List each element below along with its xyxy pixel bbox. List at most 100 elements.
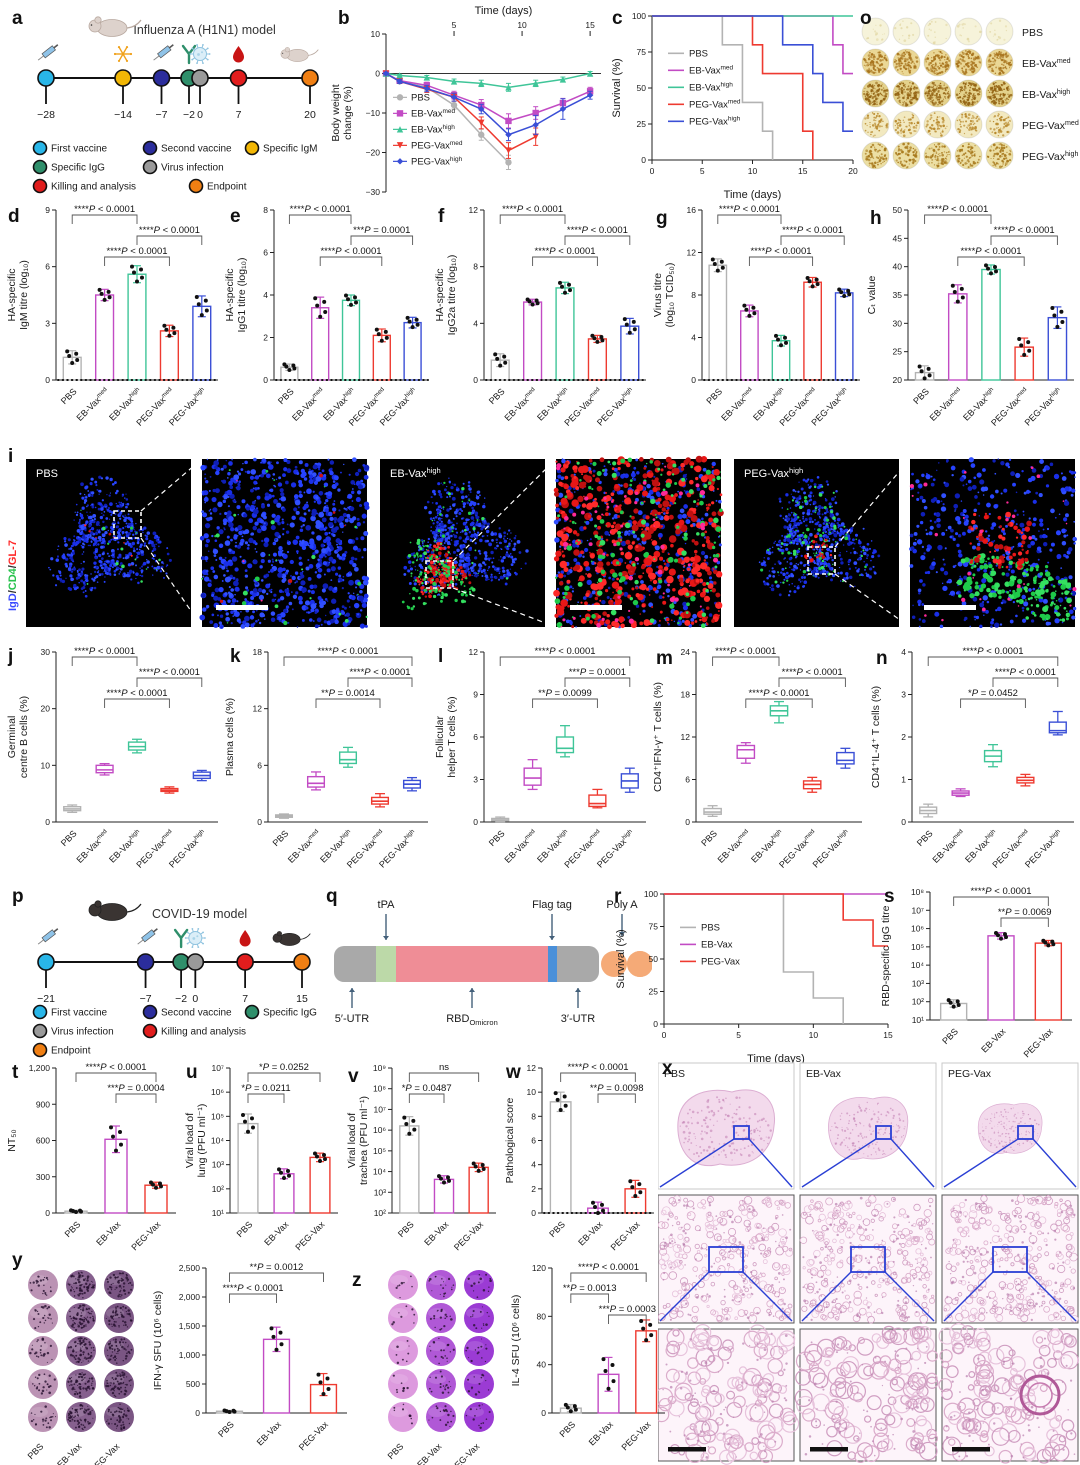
chart-f: 0 4 8 12 HA-specific IgG2a titre (log₁₀) PBSEB… [434,204,647,428]
svg-text:Time (days): Time (days) [724,189,782,201]
panel-z-wells: PBS EB-Vax PEG-Vax [378,1262,510,1465]
svg-text:−20: −20 [366,148,381,158]
svg-text:PBS: PBS [689,48,708,59]
svg-text:EB-Vaxmed: EB-Vaxmed [411,108,456,120]
panel-letter-c: c [612,8,623,29]
panel-letter-h: h [870,208,882,229]
timeline-a: Influenza A (H1N1) model −28 −14 −7 −2 0 7 20 Fi… [32,16,319,194]
svg-text:****P < 0.0001: ****P < 0.0001 [290,204,351,215]
panel-b-bodyweight: Time (days) 5 10 15 10 0 −10 −20 −30 Body weight c… [328,0,613,202]
svg-text:0: 0 [263,375,268,385]
svg-text:−30: −30 [366,187,381,197]
wells-z: PBS EB-Vax PEG-Vax [386,1270,494,1465]
panel-letter-d: d [8,206,20,227]
panel-letter-s: s [884,886,895,907]
syringe-icon [37,928,59,945]
panel-i-microscopy: IgD/CD4/GL-7 PBS EB-Vaxhigh PEG-Vaxhigh [0,443,1080,643]
svg-text:HA-specific: HA-specific [434,268,446,321]
svg-text:***P = 0.0001: ***P = 0.0001 [353,225,410,236]
svg-text:15: 15 [585,20,595,30]
svg-text:PBS: PBS [704,386,724,406]
svg-text:12: 12 [469,205,479,215]
histology-x: PBS EB-Vax PEG-Vax [653,1062,1079,1465]
svg-text:change (%): change (%) [342,86,354,140]
svg-text:8: 8 [263,205,268,215]
svg-text:****P < 0.0001: ****P < 0.0001 [74,204,135,215]
svg-text:16: 16 [687,205,697,215]
svg-text:8: 8 [691,290,696,300]
panel-letter-n: n [876,648,888,669]
svg-text:Influenza A (H1N1) model: Influenza A (H1N1) model [133,23,275,37]
panel-o-wells: PBS EB-Vaxmed EB-Vaxhigh PEG-Vaxmed PEG-Vaxh… [856,6,1080,202]
svg-text:0: 0 [650,166,655,176]
panel-p-timeline: COVID-19 model −21 −7 −2 0 7 15 First vaccine Se… [0,884,322,1064]
svg-text:0: 0 [691,375,696,385]
wells-y: PBS EB-Vax PEG-Vax [26,1270,134,1465]
svg-text:EB-Vaxhigh: EB-Vaxhigh [390,466,441,480]
panel-d-igm: 0 3 6 9 HA-specific IgM titre (log₁₀) PBS EB-Va… [4,202,224,442]
svg-text:15: 15 [798,166,808,176]
svg-text:Time (days): Time (days) [475,5,533,17]
svg-text:45: 45 [893,233,903,243]
panel-y-chart: 0 500 1,000 1,500 2,000 2,500 IFN-γ SFU (10⁶ c… [150,1258,355,1465]
panel-a-timeline: Influenza A (H1N1) model −28 −14 −7 −2 0 7 20 Fi… [0,0,330,200]
svg-text:0: 0 [473,375,478,385]
svg-text:4: 4 [691,333,696,343]
panel-letter-t: t [12,1062,19,1083]
svg-text:IgG1 titre (log₁₀): IgG1 titre (log₁₀) [236,257,248,332]
panel-t-nt50: 0 300 600 900 1,200 NT₅₀ PBS EB-Vax PEG-Vax ****P… [4,1058,182,1265]
svg-text:****P < 0.0001: ****P < 0.0001 [994,225,1055,236]
svg-text:6: 6 [45,262,50,272]
svg-text:PBS: PBS [411,92,430,103]
panel-letter-q: q [326,886,338,907]
chart-b: Time (days) 5 10 15 10 0 −10 −20 −30 Body weight c… [330,5,601,197]
panel-letter-k: k [230,646,241,667]
panel-z-chart: 0 40 80 120 IL-4 SFU (10⁶ cells) PBS EB-Vax PEG… [508,1258,673,1465]
svg-text:−2: −2 [183,109,195,121]
svg-text:25: 25 [893,347,903,357]
svg-text:10: 10 [748,166,758,176]
svg-text:Second vaccine: Second vaccine [161,144,232,155]
svg-text:First vaccine: First vaccine [51,144,108,155]
panel-letter-m: m [656,648,673,669]
svg-text:PBS: PBS [1022,27,1043,39]
svg-text:8: 8 [473,262,478,272]
svg-text:7: 7 [236,109,242,121]
svg-text:PBS: PBS [276,386,296,406]
svg-text:PEG-Vaxmed: PEG-Vaxmed [689,99,741,111]
svg-text:10: 10 [371,29,381,39]
svg-text:PEG-Vaxhigh: PEG-Vaxhigh [411,156,463,168]
panel-w-pathscore: 0 2 4 6 8 10 12 Pathological score PBS EB-Vax PEG-… [502,1058,660,1265]
svg-text:2: 2 [263,333,268,343]
svg-text:0: 0 [375,69,380,79]
svg-text:5: 5 [452,20,457,30]
svg-text:25: 25 [637,119,647,129]
svg-text:10: 10 [517,20,527,30]
svg-text:PBS: PBS [911,386,931,406]
panel-l-tfh: 0 3 6 9 12 Follicular helper T cells (%) PBS EB-… [432,644,652,884]
svg-text:IgM titre (log₁₀): IgM titre (log₁₀) [18,260,30,330]
panel-h-ct: 20 25 30 35 40 45 50 Cₜ value PBS EB-Vaxmed EB-Vax… [864,202,1080,442]
svg-text:−28: −28 [37,109,55,121]
blood-icon [239,930,251,947]
mouse-icon [88,16,142,37]
chart-g: 0 4 8 12 16 Virus titre (log₁₀ TCID₅₀) PBSEB-Va… [652,204,861,428]
chart-c: 0 25 50 75 100 0 5 10 15 20 Time (days) Survival (%… [611,11,858,201]
svg-text:EB-Vaxmed: EB-Vaxmed [74,386,111,423]
wells-o: PBS EB-Vaxmed EB-Vaxhigh PEG-Vaxmed PEG-Vaxh… [861,17,1079,170]
syringe-icon [37,44,59,61]
svg-text:EB-Vaxmed: EB-Vaxmed [927,386,964,423]
panel-c-survival: 0 25 50 75 100 0 5 10 15 20 Time (days) Survival (%… [608,6,863,202]
svg-text:EB-Vaxhigh: EB-Vaxhigh [1022,88,1070,101]
svg-text:20: 20 [893,375,903,385]
svg-text:****P < 0.0001: ****P < 0.0001 [106,246,167,257]
panel-letter-g: g [656,208,668,229]
